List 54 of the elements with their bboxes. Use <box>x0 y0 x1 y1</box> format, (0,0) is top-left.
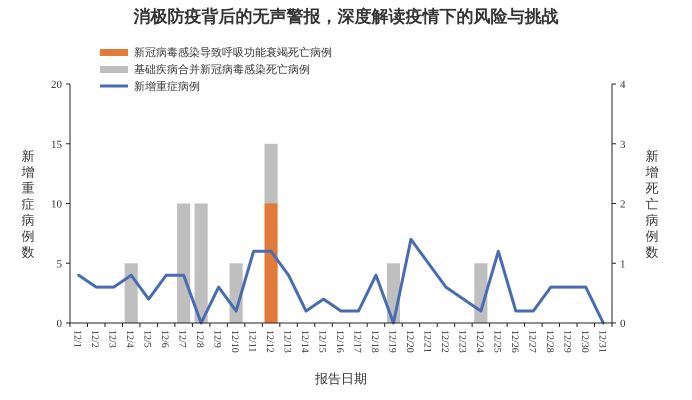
x-tick-label: 12/15 <box>316 330 328 353</box>
x-tick-label: 12/13 <box>282 330 293 353</box>
line-series <box>77 238 605 324</box>
x-tick-label: 12/23 <box>456 330 468 353</box>
bar <box>124 263 138 323</box>
y2-tick-label: 0 <box>620 318 626 330</box>
x-tick-label: 12/30 <box>578 330 590 353</box>
chart-title: 消极防疫背后的无声警报，深度解读疫情下的风险与挑战 <box>132 7 558 27</box>
x-tick-label: 12/14 <box>299 330 310 353</box>
x-tick-label: 12/11 <box>246 330 258 352</box>
x-tick-label: 12/2 <box>89 330 100 348</box>
y2-axis-title: 新增死亡病例数 <box>644 150 658 260</box>
x-tick-label: 12/24 <box>474 330 485 353</box>
y-tick-label: 20 <box>51 79 62 91</box>
y2-tick-label: 4 <box>620 79 626 91</box>
x-tick-label: 12/9 <box>212 330 223 348</box>
x-tick-label: 12/7 <box>176 330 188 348</box>
x-tick-label: 12/27 <box>526 330 538 353</box>
x-tick-label: 12/10 <box>229 330 240 353</box>
y-tick-label: 0 <box>56 318 62 330</box>
x-tick-label: 12/26 <box>508 330 520 353</box>
x-tick-label: 12/1 <box>72 330 83 348</box>
x-tick-label: 12/6 <box>159 330 170 348</box>
x-tick-label: 12/25 <box>491 330 502 353</box>
x-tick-label: 12/3 <box>106 330 118 348</box>
x-tick-label: 12/31 <box>596 330 608 353</box>
x-tick-label: 12/5 <box>142 330 153 348</box>
legend-label: 基础疾病合并新冠病毒感染死亡病例 <box>134 63 310 76</box>
x-tick-label: 12/20 <box>404 330 415 353</box>
y2-tick-label: 1 <box>620 258 626 270</box>
x-tick-label: 12/16 <box>334 330 345 353</box>
x-tick-label: 12/17 <box>351 330 362 353</box>
bar <box>194 204 208 323</box>
x-axis-title: 报告日期 <box>314 372 367 387</box>
y-tick-label: 10 <box>51 198 62 210</box>
x-tick-label: 12/4 <box>124 330 136 348</box>
y2-tick-label: 2 <box>620 198 626 210</box>
y-tick-label: 5 <box>56 258 62 270</box>
legend-label: 新增重症病例 <box>134 80 200 93</box>
bar <box>264 204 278 323</box>
y-axis-title: 新增重症病例数 <box>20 150 34 260</box>
legend-label: 新冠病毒感染导致呼吸功能衰竭死亡病例 <box>134 46 332 59</box>
x-tick-label: 12/21 <box>421 330 432 353</box>
x-tick-label: 12/22 <box>438 330 450 353</box>
y2-tick-label: 3 <box>620 138 626 151</box>
x-tick-label: 12/12 <box>264 330 276 353</box>
x-tick-label: 12/29 <box>561 330 572 353</box>
x-tick-label: 12/28 <box>544 330 555 353</box>
y-tick-label: 15 <box>51 138 62 151</box>
bar <box>177 204 190 323</box>
bar <box>264 144 278 204</box>
x-tick-label: 12/8 <box>194 330 206 348</box>
x-tick-label: 12/19 <box>386 330 398 353</box>
x-tick-label: 12/18 <box>368 330 380 353</box>
